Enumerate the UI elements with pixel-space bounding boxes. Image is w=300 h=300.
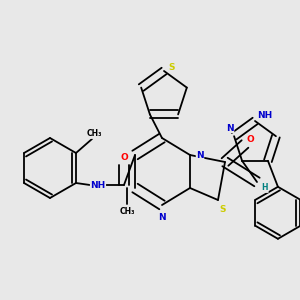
Text: O: O <box>120 154 128 163</box>
Text: N: N <box>158 212 166 221</box>
Text: H: H <box>262 184 268 193</box>
Text: S: S <box>169 62 175 71</box>
Text: NH: NH <box>90 181 106 190</box>
Text: N: N <box>196 151 204 160</box>
Text: CH₃: CH₃ <box>119 208 135 217</box>
Text: CH₃: CH₃ <box>86 130 102 139</box>
Text: S: S <box>220 206 226 214</box>
Text: O: O <box>246 134 254 143</box>
Text: N: N <box>226 124 234 133</box>
Text: NH: NH <box>257 110 273 119</box>
